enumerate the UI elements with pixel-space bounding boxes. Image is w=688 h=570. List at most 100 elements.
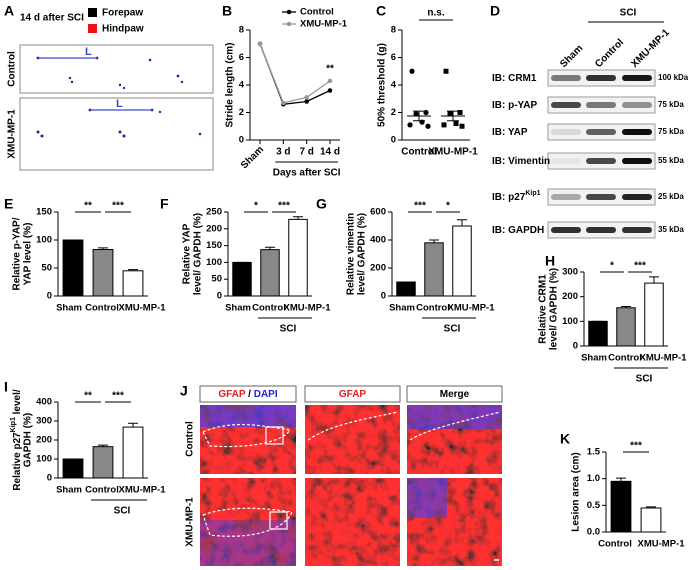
legend-label: Hindpaw bbox=[102, 24, 144, 35]
micrograph bbox=[305, 405, 400, 474]
blot-band bbox=[586, 129, 616, 135]
y-tick-label: 1.0 bbox=[587, 473, 600, 484]
micrograph-overlay bbox=[407, 405, 502, 429]
blot-label-text: IB: p27 bbox=[492, 192, 526, 203]
error-bar bbox=[649, 276, 659, 284]
panel-label: A bbox=[4, 3, 14, 19]
legend-marker bbox=[286, 9, 292, 15]
zoom-box bbox=[269, 511, 288, 530]
point bbox=[409, 68, 415, 74]
header-frame bbox=[406, 385, 503, 403]
blot-band bbox=[551, 75, 581, 81]
y-axis-label: level/ GAPDH (%) bbox=[193, 213, 204, 295]
blot-label: IB: p27Kip1 bbox=[492, 190, 541, 203]
y-axis-label-text: level/ bbox=[12, 389, 23, 417]
blot-band bbox=[551, 102, 581, 108]
panel-label: G bbox=[316, 196, 327, 212]
blot-band bbox=[622, 75, 652, 81]
point bbox=[447, 111, 453, 117]
x-axis-label: Days after SCI bbox=[273, 168, 341, 179]
x-tick-label: Sham bbox=[239, 144, 266, 171]
bar bbox=[588, 320, 608, 347]
point bbox=[425, 123, 431, 129]
column-header: GFAP bbox=[339, 389, 367, 400]
micrograph-overlay bbox=[200, 520, 296, 566]
row-label: Control bbox=[185, 421, 196, 457]
bar bbox=[288, 218, 308, 297]
panel-label: I bbox=[4, 379, 8, 395]
column-header-part: GFAP bbox=[339, 389, 367, 400]
bar bbox=[424, 242, 444, 297]
blot-label-text: IB: CRM1 bbox=[492, 73, 537, 84]
footprint-frame bbox=[19, 44, 214, 94]
annotation: *** bbox=[278, 201, 290, 212]
blot-size: 75 kDa bbox=[658, 100, 684, 109]
blot-label: IB: GAPDH bbox=[492, 225, 544, 236]
y-tick-label: 100 bbox=[36, 454, 52, 465]
stride-marker: L bbox=[116, 98, 123, 110]
y-tick-label: 300 bbox=[36, 416, 52, 427]
x-tick-label: XMU-MP-1 bbox=[119, 303, 167, 314]
lesion-outlines bbox=[202, 411, 501, 537]
y-tick-label: 0.0 bbox=[587, 527, 600, 538]
y-tick-label: 0.5 bbox=[587, 500, 601, 511]
legend-swatch bbox=[88, 24, 97, 33]
y-tick-label: 4 bbox=[391, 80, 397, 91]
y-tick-label: 200 bbox=[206, 223, 222, 234]
blot-label: IB: YAP bbox=[492, 127, 528, 138]
x-tick-label: Control bbox=[608, 353, 642, 364]
y-tick-label: 0 bbox=[391, 135, 396, 146]
x-tick-label: XMU-MP-1 bbox=[638, 539, 686, 550]
row-label: XMU-MP-1 bbox=[7, 109, 18, 159]
point bbox=[327, 78, 333, 84]
blot-label-text: IB: GAPDH bbox=[492, 225, 544, 236]
lane-label: XMU-MP-1 bbox=[629, 27, 672, 70]
y-axis-label: Relative CRM1 bbox=[538, 274, 549, 344]
y-tick-label: 600 bbox=[370, 207, 386, 218]
blot-size: 55 kDa bbox=[658, 156, 684, 165]
x-tick-label: XMU-MP-1 bbox=[640, 353, 688, 364]
y-tick-label: 400 bbox=[370, 235, 386, 246]
point bbox=[443, 68, 449, 74]
y-tick-label: 0 bbox=[217, 291, 222, 302]
footprints bbox=[36, 56, 202, 138]
blot-label-text: IB: p-YAP bbox=[492, 100, 538, 111]
blot-size: 35 kDa bbox=[658, 225, 684, 234]
x-tick-label: Sham bbox=[56, 485, 82, 496]
group-label: SCI bbox=[636, 374, 653, 385]
y-tick-label: 400 bbox=[36, 397, 52, 408]
annotation: *** bbox=[634, 261, 646, 272]
blot-band bbox=[586, 75, 616, 81]
bar bbox=[122, 270, 144, 297]
y-axis-label-sup: Kip1 bbox=[10, 417, 17, 432]
x-tick-label: Control bbox=[416, 303, 450, 314]
blot-band bbox=[622, 102, 652, 108]
blot-band bbox=[551, 227, 581, 233]
blot-band bbox=[586, 194, 616, 200]
y-tick-label: 200 bbox=[562, 291, 578, 302]
x-tick-label: Sham bbox=[389, 303, 415, 314]
x-tick-label: Control bbox=[252, 303, 286, 314]
error-bar bbox=[447, 110, 459, 122]
y-axis-label: Stride length (cm) bbox=[225, 42, 236, 127]
annotation: * bbox=[446, 201, 450, 212]
panel-label: J bbox=[180, 383, 188, 399]
point bbox=[413, 111, 419, 117]
y-axis-label: Relative YAP bbox=[182, 223, 193, 284]
x-tick-label: 14 d bbox=[320, 147, 340, 158]
legend-label: Control bbox=[300, 7, 334, 18]
annotation: *** bbox=[630, 441, 642, 452]
x-tick-label: Sham bbox=[581, 353, 607, 364]
legend-marker bbox=[286, 21, 292, 27]
blot-band bbox=[622, 227, 652, 233]
annotation: *** bbox=[414, 201, 426, 212]
panel-label: E bbox=[4, 196, 13, 212]
y-tick-label: 200 bbox=[36, 435, 52, 446]
blot-band bbox=[622, 129, 652, 135]
point bbox=[457, 110, 463, 115]
point bbox=[304, 99, 309, 104]
y-axis-label: Relative vimentin bbox=[346, 213, 357, 295]
bar bbox=[62, 239, 84, 297]
bar bbox=[396, 281, 416, 297]
